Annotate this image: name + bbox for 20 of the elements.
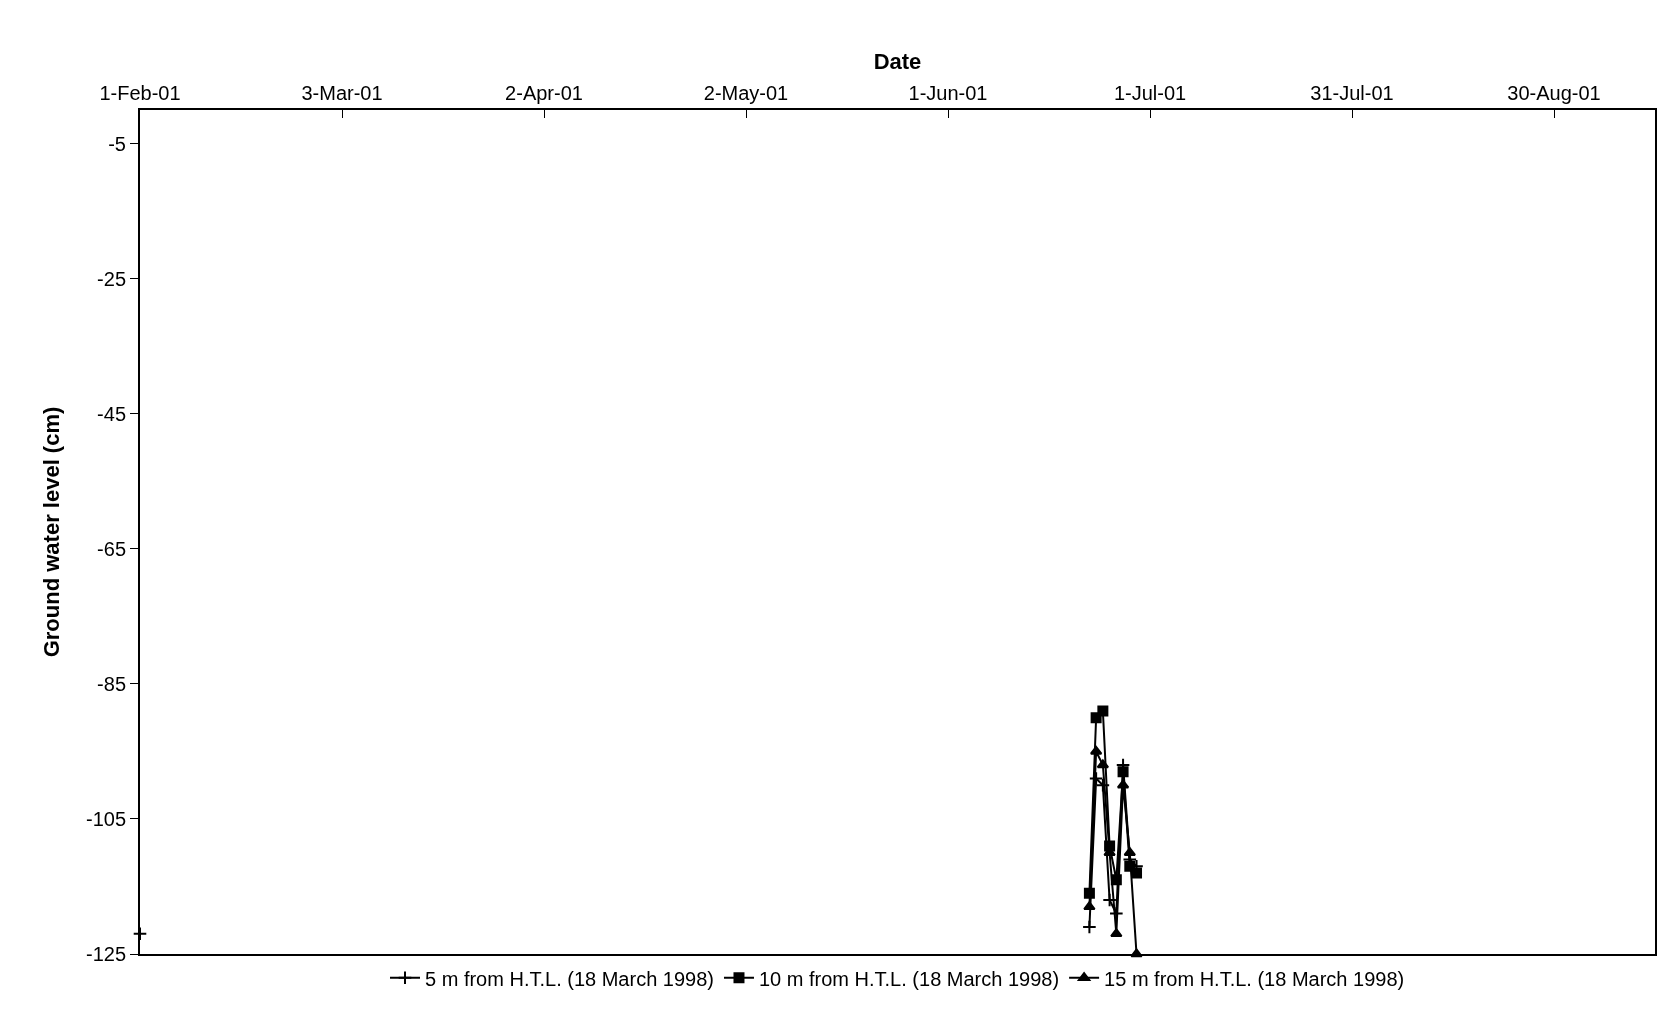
x-tick-label: 2-May-01: [703, 82, 789, 104]
x-tick-label: 3-Mar-01: [301, 82, 383, 104]
y-tick-label: -45: [97, 402, 126, 425]
y-tick-label: -105: [85, 807, 126, 830]
legend-label: 5 m from H.T.L. (18 March 1998): [425, 967, 714, 990]
x-tick-label: 30-Aug-01: [1507, 82, 1601, 104]
y-tick-label: -5: [108, 132, 126, 155]
y-tick-label: -85: [97, 672, 126, 695]
legend-label: 15 m from H.T.L. (18 March 1998): [1104, 967, 1405, 990]
x-tick-label: 1-Jun-01: [908, 82, 988, 104]
x-tick-label: 1-Jul-01: [1113, 82, 1187, 104]
x-tick-label: 1-Feb-01: [99, 82, 181, 104]
y-tick-label: -125: [85, 943, 126, 965]
x-tick-label: 31-Jul-01: [1310, 82, 1394, 104]
y-tick-label: -65: [97, 537, 126, 560]
y-tick-label: -25: [97, 267, 126, 290]
x-tick-label: 2-Apr-01: [505, 82, 583, 104]
legend-label: 10 m from H.T.L. (18 March 1998): [758, 967, 1060, 990]
x-axis-title: Date: [873, 49, 922, 75]
y-axis-title: Ground water level (cm): [39, 406, 65, 658]
